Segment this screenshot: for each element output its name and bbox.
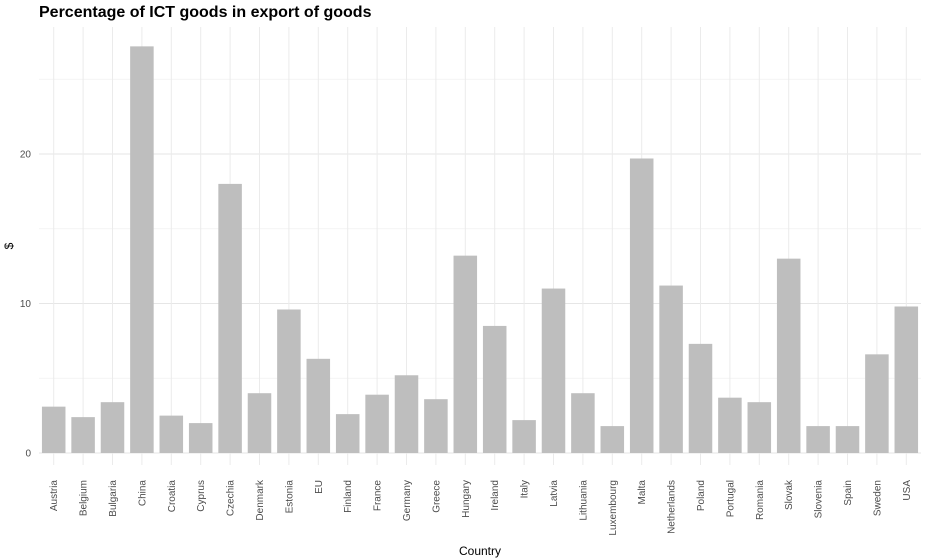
x-tick-label: Slovenia [814,480,825,519]
x-tick-label: Estonia [284,480,295,514]
bar-estonia [277,309,301,453]
x-tick-label: Cyprus [196,480,207,512]
x-tick-label: Luxembourg [608,480,619,536]
x-tick-label: Netherlands [667,480,678,534]
bar-latvia [541,288,566,453]
x-tick-label: Austria [49,480,60,512]
bar-belgium [71,417,95,453]
bar-netherlands [659,285,683,453]
x-tick-label: China [137,480,148,507]
bar-portugal [718,397,742,453]
bar-finland [335,414,360,453]
x-tick-label: Lithuania [578,480,589,521]
x-tick-label: Sweden [872,480,883,516]
bar-hungary [453,255,478,453]
bar-germany [394,375,419,453]
x-tick-label: Spain [843,480,854,506]
x-tick-label: Latvia [549,480,560,507]
bar-greece [424,399,448,453]
x-axis-title: Country [459,544,501,558]
y-axis-ticks: 0 10 20 [20,150,32,460]
x-tick-label: Denmark [255,479,266,521]
x-tick-label: Romania [755,480,766,520]
bar-lithuania [571,393,595,453]
y-tick-label: 20 [20,150,32,161]
bar-cyprus [188,423,213,453]
bar-malta [629,158,654,454]
x-tick-label: Malta [637,480,648,505]
x-tick-label: France [373,480,384,512]
bar-slovenia [806,426,830,453]
x-tick-label: Croatia [167,480,178,513]
x-tick-label: Ireland [490,480,501,511]
bar-spain [835,426,860,453]
bar-sweden [865,354,889,453]
x-tick-label: USA [902,480,913,501]
x-tick-label: EU [314,480,325,494]
bar-china [130,46,154,454]
x-tick-label: Czechia [226,480,237,517]
x-tick-label: Bulgaria [108,480,119,517]
y-axis-title: $ [2,242,16,249]
x-tick-label: Belgium [79,480,90,516]
x-axis-ticks: Austria Belgium Bulgaria China Croatia Cyprus… [49,479,913,536]
bar-denmark [247,393,272,453]
x-tick-label: Portugal [725,480,736,517]
bar-italy [512,420,536,453]
bar-slovak [776,258,801,453]
y-tick-label: 0 [25,449,31,460]
bar-france [365,394,389,453]
bar-luxembourg [600,426,625,453]
bar-croatia [159,415,184,453]
x-tick-label: Greece [431,480,442,513]
bars [41,46,919,454]
chart-title: Percentage of ICT goods in export of goo… [39,4,372,21]
x-tick-label: Slovak [784,479,795,510]
y-tick-label: 10 [20,299,32,310]
bar-czechia [218,183,242,453]
bar-ireland [482,325,507,453]
bar-usa [894,306,919,453]
x-tick-label: Germany [402,480,413,521]
bar-romania [747,402,772,453]
bar-bulgaria [100,402,125,453]
x-tick-label: Hungary [461,480,472,518]
x-tick-label: Poland [696,480,707,511]
bar-poland [688,343,713,453]
x-tick-label: Italy [520,480,531,498]
x-tick-label: Finland [343,480,354,513]
bar-austria [41,406,66,453]
bar-eu [306,358,331,453]
